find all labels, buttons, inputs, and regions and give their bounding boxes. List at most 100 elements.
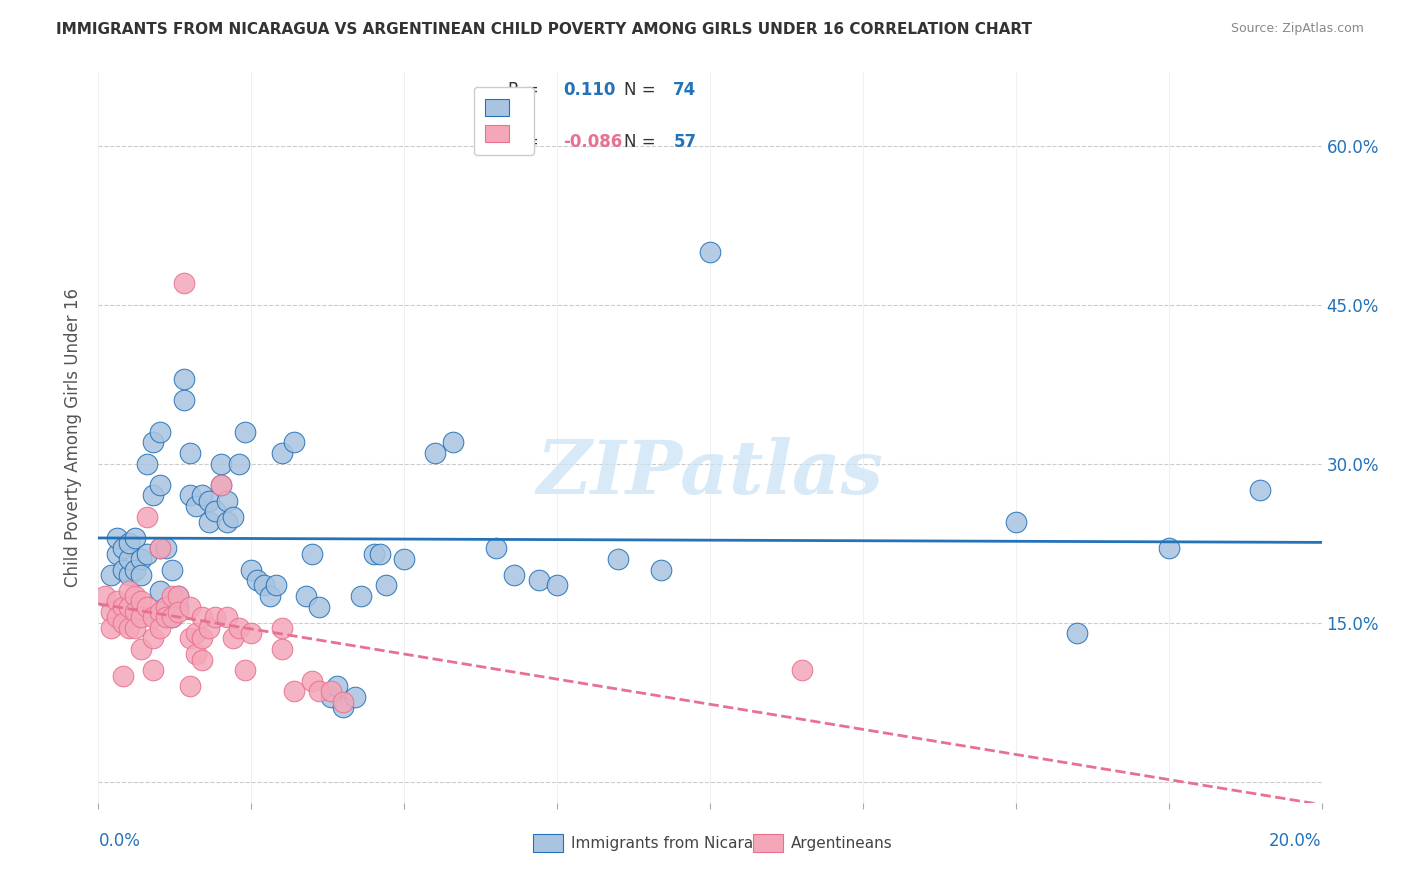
Point: [1249, 483, 1271, 497]
Point: [111, 599, 134, 614]
Text: R =: R =: [508, 133, 538, 152]
Text: R =: R =: [508, 80, 538, 99]
Point: [607, 552, 630, 566]
Point: [485, 541, 508, 556]
Point: [124, 563, 146, 577]
Text: N =: N =: [624, 80, 657, 99]
Text: 0.0%: 0.0%: [98, 832, 141, 850]
Point: [149, 541, 172, 556]
Point: [209, 477, 232, 491]
FancyBboxPatch shape: [533, 833, 564, 852]
Point: [308, 684, 330, 698]
Point: [332, 695, 354, 709]
Point: [222, 509, 245, 524]
Point: [179, 632, 201, 646]
Point: [441, 435, 464, 450]
Point: [233, 425, 256, 439]
Point: [149, 621, 172, 635]
Point: [118, 599, 141, 614]
Point: [344, 690, 367, 704]
Point: [155, 610, 177, 624]
Point: [118, 567, 141, 582]
Point: [326, 679, 349, 693]
Point: [124, 605, 146, 619]
Point: [129, 594, 152, 608]
Point: [222, 632, 245, 646]
Legend: , : ,: [474, 87, 534, 155]
Point: [295, 589, 318, 603]
Point: [179, 446, 201, 460]
Point: [259, 589, 281, 603]
Point: [118, 583, 141, 598]
Point: [270, 621, 292, 635]
Point: [142, 610, 165, 624]
Point: [149, 477, 172, 491]
Text: IMMIGRANTS FROM NICARAGUA VS ARGENTINEAN CHILD POVERTY AMONG GIRLS UNDER 16 CORR: IMMIGRANTS FROM NICARAGUA VS ARGENTINEAN…: [56, 22, 1032, 37]
Point: [1157, 541, 1180, 556]
Text: 74: 74: [673, 80, 696, 99]
Text: Argentineans: Argentineans: [790, 836, 893, 851]
Point: [186, 499, 208, 513]
Point: [100, 621, 122, 635]
Point: [160, 610, 183, 624]
Point: [155, 599, 177, 614]
Y-axis label: Child Poverty Among Girls Under 16: Child Poverty Among Girls Under 16: [65, 287, 83, 587]
Point: [155, 541, 177, 556]
Point: [240, 626, 263, 640]
Point: [100, 567, 122, 582]
Point: [129, 552, 152, 566]
Point: [301, 547, 323, 561]
Point: [264, 578, 287, 592]
Point: [301, 673, 323, 688]
Point: [173, 392, 195, 407]
Point: [124, 531, 146, 545]
Point: [392, 552, 416, 566]
Point: [142, 632, 165, 646]
Point: [124, 621, 146, 635]
Point: [149, 583, 172, 598]
Point: [363, 547, 385, 561]
Point: [209, 457, 232, 471]
Point: [197, 493, 219, 508]
Point: [368, 547, 391, 561]
Point: [228, 457, 250, 471]
Point: [503, 567, 526, 582]
Text: Source: ZipAtlas.com: Source: ZipAtlas.com: [1230, 22, 1364, 36]
Point: [129, 610, 152, 624]
Point: [167, 605, 190, 619]
Point: [142, 488, 165, 502]
Point: [527, 573, 550, 587]
Point: [136, 509, 159, 524]
Point: [650, 563, 672, 577]
Point: [142, 435, 165, 450]
Point: [160, 610, 183, 624]
Point: [124, 589, 146, 603]
Point: [1004, 515, 1026, 529]
Point: [111, 563, 134, 577]
Text: Immigrants from Nicaragua: Immigrants from Nicaragua: [571, 836, 782, 851]
Point: [186, 648, 208, 662]
Point: [191, 488, 214, 502]
Point: [215, 610, 238, 624]
Point: [790, 663, 813, 677]
Point: [105, 547, 128, 561]
Text: 0.110: 0.110: [564, 80, 616, 99]
Point: [179, 599, 201, 614]
Point: [136, 457, 159, 471]
Point: [240, 563, 263, 577]
Point: [100, 605, 122, 619]
Point: [179, 488, 201, 502]
Point: [319, 684, 342, 698]
Point: [105, 610, 128, 624]
Point: [191, 653, 214, 667]
Point: [204, 610, 226, 624]
Point: [191, 632, 214, 646]
Point: [118, 536, 141, 550]
Point: [308, 599, 330, 614]
Point: [423, 446, 446, 460]
Text: 20.0%: 20.0%: [1270, 832, 1322, 850]
Point: [283, 435, 305, 450]
Point: [105, 594, 128, 608]
Point: [191, 610, 214, 624]
Point: [699, 244, 721, 259]
